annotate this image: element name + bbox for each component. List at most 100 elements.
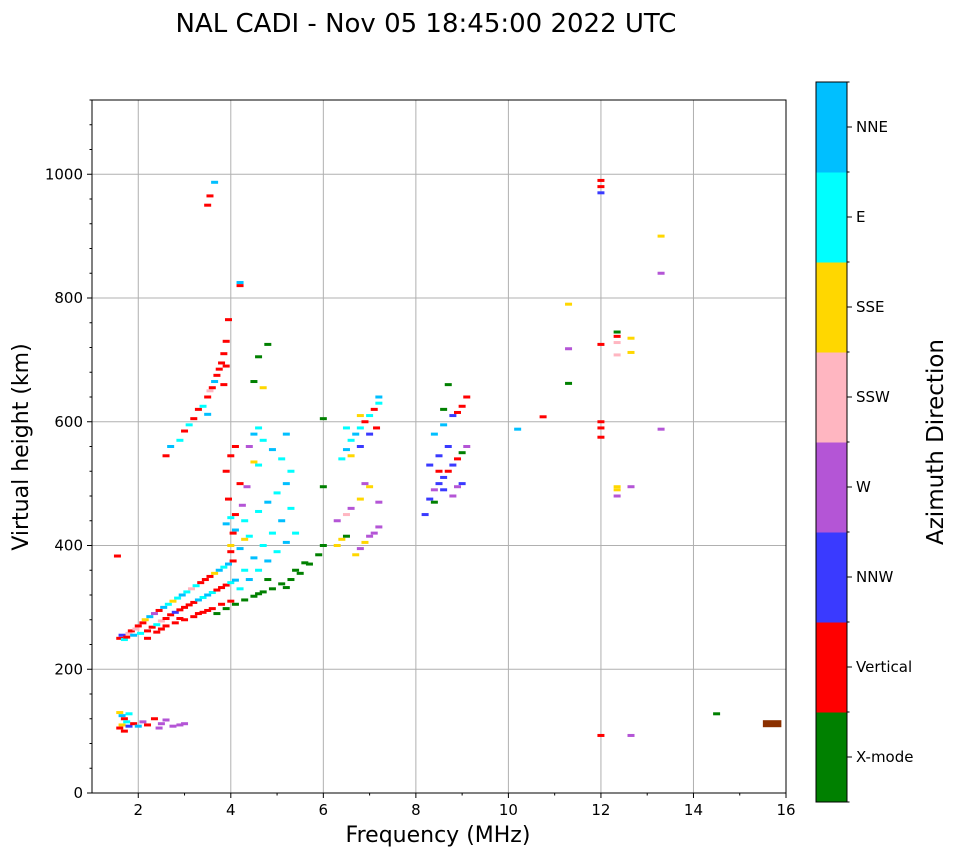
data-point — [139, 621, 147, 625]
data-point — [597, 733, 605, 737]
data-point — [342, 513, 350, 517]
data-point — [229, 559, 237, 563]
data-point — [169, 599, 177, 603]
data-point — [347, 438, 355, 442]
data-point — [155, 726, 163, 730]
data-point — [613, 488, 621, 492]
data-point — [356, 445, 364, 448]
plot-background — [92, 100, 786, 793]
data-point — [118, 633, 126, 637]
data-point — [181, 722, 189, 726]
colorbar-label: SSW — [856, 388, 890, 406]
data-point — [366, 414, 374, 418]
data-point — [199, 610, 207, 614]
data-point — [449, 463, 457, 467]
data-point — [287, 578, 295, 582]
data-point — [190, 615, 198, 619]
data-point — [627, 485, 635, 489]
data-point — [255, 592, 263, 596]
data-point — [178, 593, 186, 597]
data-point — [155, 608, 163, 612]
data-point — [435, 469, 443, 473]
data-point — [347, 454, 355, 458]
data-point — [208, 607, 216, 611]
colorbar-label: Vertical — [856, 658, 912, 676]
data-point — [204, 203, 212, 207]
x-tick-label: 2 — [133, 801, 143, 819]
data-point — [213, 373, 221, 377]
data-point — [255, 426, 263, 430]
data-point — [435, 482, 443, 486]
data-point — [347, 506, 355, 510]
data-point — [215, 568, 223, 572]
data-point — [282, 540, 290, 544]
colorbar-label: SSE — [856, 298, 885, 316]
data-point — [430, 432, 438, 436]
data-point — [125, 631, 133, 635]
data-point — [296, 571, 304, 575]
data-point — [268, 448, 276, 452]
data-point — [125, 724, 133, 728]
y-tick-label: 1000 — [45, 165, 83, 183]
data-point — [215, 367, 223, 371]
data-point — [243, 485, 251, 489]
data-point — [250, 432, 258, 436]
colorbar-swatch — [816, 262, 847, 353]
colorbar-label: E — [856, 208, 865, 226]
data-point — [211, 180, 219, 184]
data-point — [222, 339, 230, 343]
data-point — [134, 724, 142, 728]
data-point — [162, 624, 170, 628]
data-point — [356, 547, 364, 551]
data-point — [444, 469, 452, 473]
data-point — [356, 414, 364, 418]
data-point — [264, 342, 272, 346]
data-point — [211, 380, 219, 384]
data-point — [426, 463, 434, 467]
data-point — [183, 590, 191, 594]
data-point — [282, 482, 290, 486]
data-point — [444, 383, 452, 387]
data-point — [236, 482, 244, 486]
data-point — [181, 429, 189, 433]
data-point — [539, 415, 547, 419]
data-point — [167, 445, 175, 448]
data-point — [356, 497, 364, 501]
data-point — [174, 596, 182, 600]
data-point — [118, 723, 126, 727]
data-points — [113, 178, 782, 737]
data-point — [241, 568, 249, 572]
data-point — [366, 432, 374, 436]
data-point — [224, 318, 232, 322]
data-point — [657, 427, 665, 431]
data-point — [627, 733, 635, 737]
data-point — [120, 638, 128, 642]
data-point — [197, 581, 205, 585]
colorbar-swatch — [816, 622, 847, 713]
x-tick-label: 8 — [411, 801, 421, 819]
data-point — [227, 516, 235, 520]
colorbar-title: Azimuth Direction — [923, 339, 949, 545]
data-point — [370, 531, 378, 535]
colorbar-label: X-mode — [856, 748, 913, 766]
data-point — [361, 540, 369, 544]
data-point — [444, 445, 452, 448]
data-point — [657, 234, 665, 238]
data-point — [713, 712, 721, 716]
data-point — [236, 284, 244, 288]
data-point — [245, 445, 253, 448]
data-point — [181, 605, 189, 609]
data-point — [224, 562, 232, 566]
colorbar: X-mode Vertical NNW W SSW SSE E NNE — [815, 81, 913, 803]
data-point — [565, 302, 573, 306]
data-point — [454, 485, 462, 489]
data-point — [278, 519, 286, 523]
data-point — [440, 423, 448, 427]
data-point — [375, 500, 383, 504]
x-axis-label: Frequency (MHz) — [346, 823, 531, 848]
data-point — [319, 485, 327, 489]
data-point — [181, 618, 189, 622]
data-point — [597, 191, 605, 195]
data-point — [176, 617, 184, 621]
x-tick-label: 16 — [776, 801, 795, 819]
